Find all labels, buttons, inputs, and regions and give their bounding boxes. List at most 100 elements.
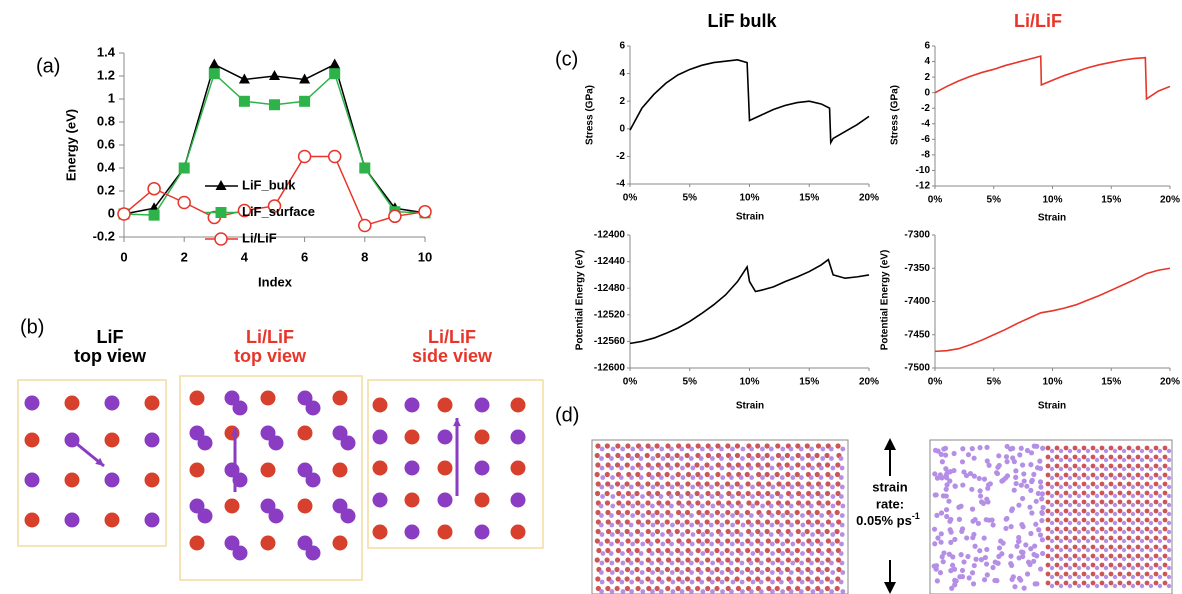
atom (669, 541, 674, 547)
atom (765, 566, 771, 573)
atom (1108, 553, 1114, 559)
atom (804, 443, 810, 449)
atom (1121, 466, 1127, 472)
atom (624, 576, 630, 582)
atom (437, 524, 453, 540)
atom (639, 570, 645, 575)
atom (628, 532, 634, 537)
atom (838, 494, 844, 499)
atom (605, 452, 611, 459)
panel-label: (c) (555, 48, 578, 70)
atom (654, 481, 661, 487)
annotation-exponent: -1 (912, 511, 920, 521)
atom (839, 560, 845, 566)
atom (609, 484, 615, 490)
atom (794, 585, 801, 592)
atom (1009, 506, 1016, 512)
atom (437, 429, 453, 445)
atom (1003, 454, 1010, 460)
atom (260, 535, 276, 551)
atom (1076, 493, 1082, 499)
atom (1144, 562, 1150, 568)
atom (189, 498, 205, 514)
atom (815, 490, 821, 497)
atom (679, 484, 685, 490)
atom (1076, 538, 1082, 544)
atom (615, 509, 622, 516)
atom (738, 513, 744, 518)
atom (1067, 502, 1073, 508)
atom (798, 446, 804, 452)
atom (800, 494, 805, 499)
atom (638, 475, 644, 480)
atom (759, 522, 765, 528)
atom (624, 585, 631, 592)
marker (208, 58, 220, 69)
atom (766, 585, 772, 592)
atom (720, 475, 726, 480)
snapshot (929, 439, 1173, 594)
atom (738, 475, 744, 480)
atom (729, 570, 734, 575)
atom (694, 490, 700, 497)
atom (64, 512, 80, 528)
atom (1045, 445, 1051, 451)
atom (739, 570, 745, 575)
atom (1045, 472, 1051, 478)
atom (745, 538, 751, 544)
atom (604, 471, 610, 478)
atom (825, 471, 831, 478)
atom (1162, 517, 1168, 523)
atom (708, 522, 714, 528)
atom (1139, 583, 1145, 589)
atom (1039, 537, 1045, 543)
atom (1049, 565, 1055, 571)
atom (769, 522, 775, 528)
atom (719, 456, 724, 461)
atom (1126, 508, 1132, 514)
atom (1144, 580, 1150, 586)
atom (709, 570, 715, 575)
atom (1058, 466, 1064, 472)
atom (340, 435, 356, 451)
atom (746, 576, 752, 582)
x-tick-label: 15% (1101, 195, 1121, 206)
atom (1139, 538, 1145, 544)
atom (1085, 520, 1091, 526)
atom (1130, 538, 1136, 544)
atom (755, 462, 761, 468)
atom (940, 493, 947, 499)
atom (1099, 445, 1105, 451)
atom (1054, 445, 1060, 451)
atom (1130, 493, 1136, 499)
atom (719, 465, 725, 471)
atom (604, 500, 611, 506)
panel-label: (a) (36, 55, 60, 77)
atom (372, 524, 388, 540)
atom (778, 494, 784, 499)
atom (1162, 553, 1168, 559)
atom (780, 484, 786, 490)
atom (796, 490, 802, 497)
atom (951, 467, 957, 474)
atom (759, 465, 764, 471)
atom (618, 522, 624, 528)
atom (1076, 511, 1082, 517)
atom (645, 500, 651, 506)
x-tick-label: 5% (987, 195, 1002, 206)
atom (1103, 574, 1109, 580)
atom (799, 456, 805, 461)
atom (834, 528, 840, 535)
atom (709, 579, 715, 585)
atom (1049, 547, 1055, 553)
atom (719, 522, 725, 528)
atom (1072, 508, 1078, 514)
atom (1108, 580, 1114, 586)
atom (609, 456, 614, 461)
atom (1121, 556, 1127, 562)
atom (746, 452, 752, 459)
atom (1148, 484, 1154, 490)
atom (646, 547, 652, 554)
atom (605, 462, 611, 468)
atom (1099, 508, 1105, 514)
